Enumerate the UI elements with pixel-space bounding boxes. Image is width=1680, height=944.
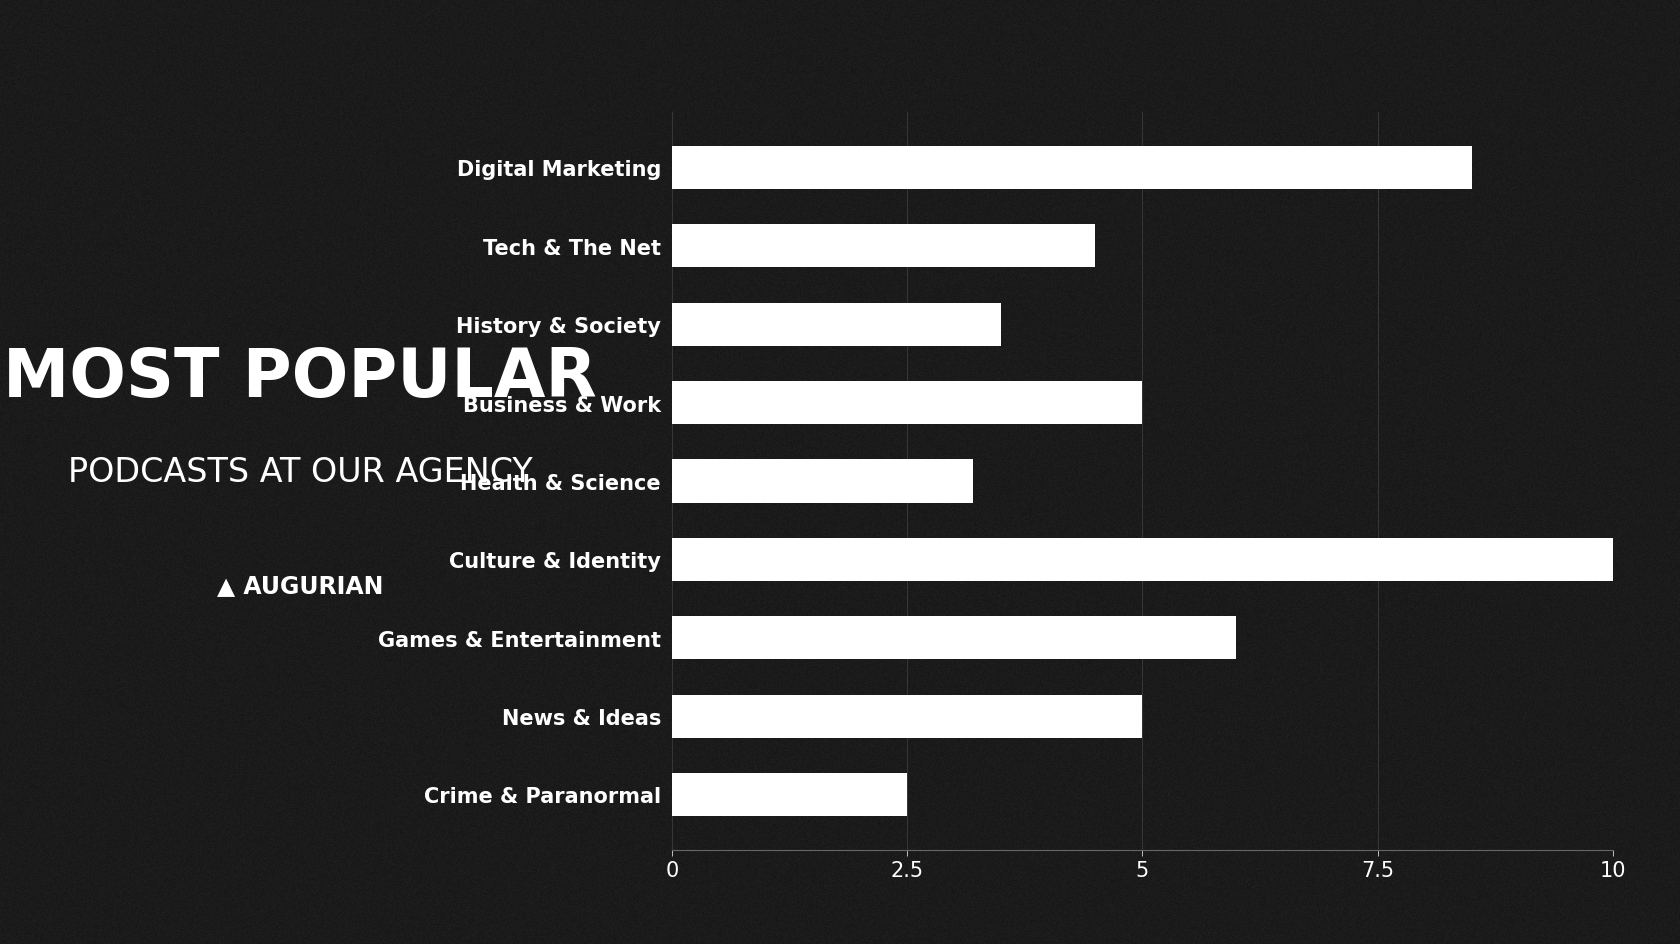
Bar [672, 616, 1236, 660]
Bar [672, 225, 1095, 268]
Bar [672, 460, 973, 503]
Bar [672, 303, 1001, 346]
Bar [672, 146, 1472, 190]
Text: PODCASTS AT OUR AGENCY: PODCASTS AT OUR AGENCY [67, 456, 533, 488]
Text: MOST POPULAR: MOST POPULAR [3, 345, 596, 411]
Bar [672, 695, 1142, 738]
Bar [672, 381, 1142, 425]
Bar [672, 538, 1613, 582]
Bar [672, 773, 907, 817]
Text: ▲ AUGURIAN: ▲ AUGURIAN [217, 573, 383, 598]
